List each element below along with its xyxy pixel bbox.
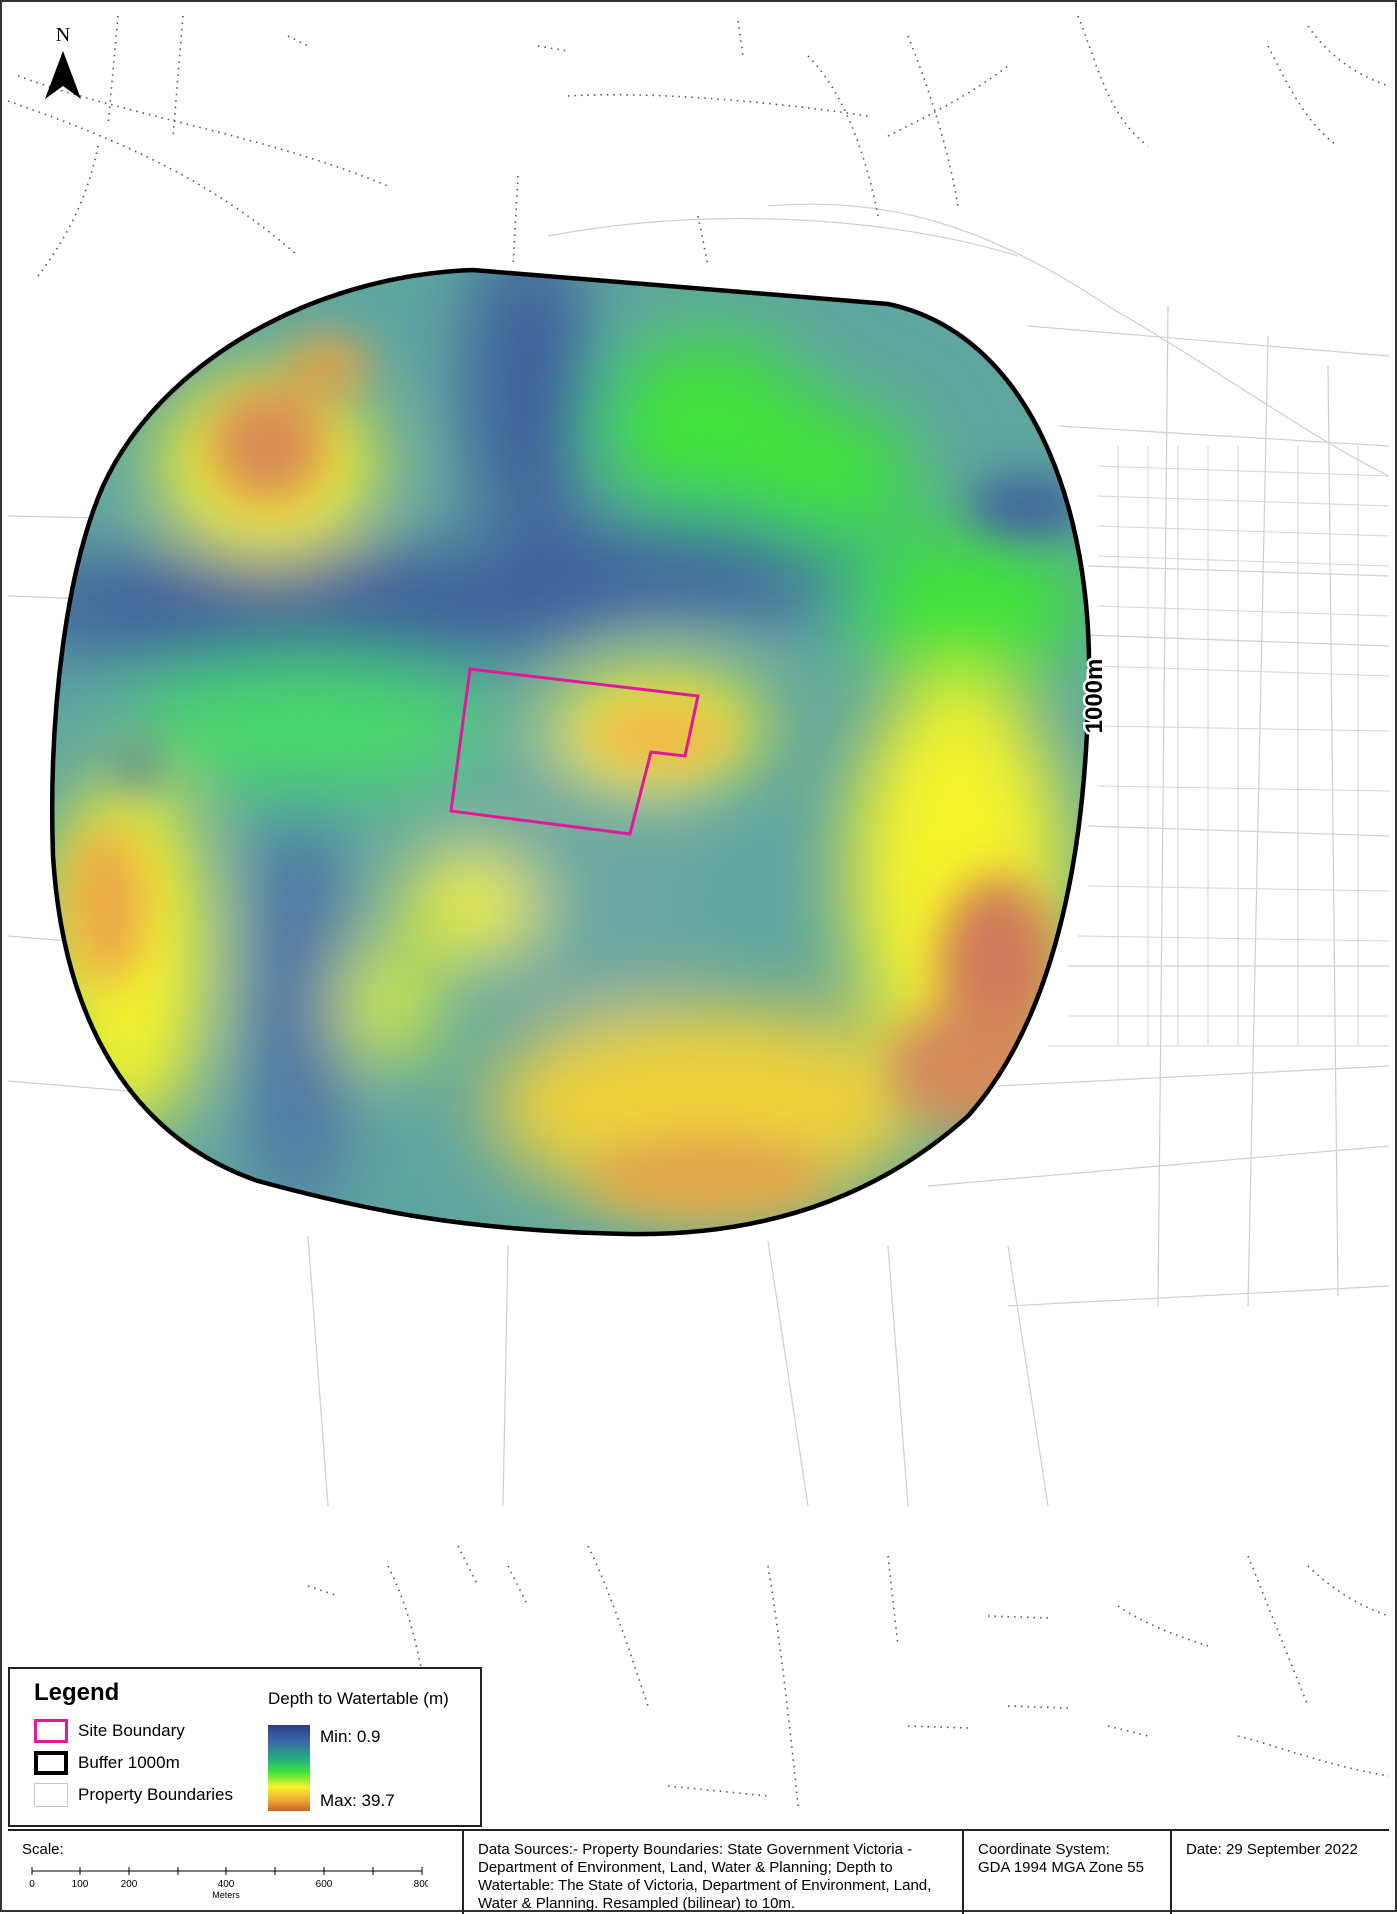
buffer-swatch bbox=[34, 1751, 68, 1775]
legend-title: Legend bbox=[34, 1679, 120, 1706]
scale-tick: 600 bbox=[316, 1879, 333, 1890]
scale-bar: 0 100 200 400 600 800 Meters bbox=[29, 1867, 428, 1900]
ramp-min-label: Min: 0.9 bbox=[320, 1727, 381, 1746]
map-canvas[interactable]: 1000m N bbox=[8, 6, 1389, 1830]
urban-parcels bbox=[1048, 446, 1389, 1047]
info-bar: Scale: 0 100 200 400 600 800 Meters Data… bbox=[8, 1829, 1389, 1914]
north-label: N bbox=[56, 24, 70, 46]
coordinate-value: GDA 1994 MGA Zone 55 bbox=[978, 1859, 1144, 1876]
coordinate-label: Coordinate System: bbox=[978, 1841, 1110, 1858]
data-sources: Data Sources:- Property Boundaries: Stat… bbox=[464, 1831, 964, 1914]
buffer-label: 1000m bbox=[1081, 659, 1108, 734]
buffer-1000m-outline[interactable] bbox=[49, 267, 1092, 1237]
ramp-max-label: Max: 39.7 bbox=[320, 1791, 395, 1810]
scale-tick: 100 bbox=[72, 1879, 89, 1890]
scale-cell: Scale: 0 100 200 400 600 800 Meters bbox=[8, 1831, 464, 1914]
north-arrow: N bbox=[45, 24, 81, 99]
legend-item-site-boundary: Site Boundary bbox=[34, 1719, 185, 1743]
property-swatch bbox=[34, 1783, 68, 1807]
property-boundaries bbox=[8, 203, 1389, 1507]
depth-ramp-title: Depth to Watertable (m) bbox=[268, 1689, 449, 1708]
scale-tick: 800 bbox=[414, 1879, 428, 1890]
legend-label: Site Boundary bbox=[78, 1721, 185, 1740]
coordinate-system: Coordinate System: GDA 1994 MGA Zone 55 bbox=[964, 1831, 1172, 1914]
legend-item-property-boundaries: Property Boundaries bbox=[34, 1783, 233, 1807]
scale-tick: 0 bbox=[29, 1879, 35, 1890]
legend-item-buffer: Buffer 1000m bbox=[34, 1751, 180, 1775]
legend-label: Property Boundaries bbox=[78, 1785, 233, 1804]
map-date: Date: 29 September 2022 bbox=[1186, 1841, 1358, 1858]
legend-label: Buffer 1000m bbox=[78, 1753, 180, 1772]
depth-color-ramp bbox=[268, 1725, 310, 1811]
scale-tick: 400 bbox=[218, 1879, 235, 1890]
legend-panel: Legend Site Boundary Buffer 1000m Proper… bbox=[8, 1667, 482, 1827]
depth-raster bbox=[52, 270, 1090, 1235]
scale-units: Meters bbox=[212, 1890, 240, 1900]
tracks bbox=[8, 15, 1389, 1807]
scale-tick: 200 bbox=[121, 1879, 138, 1890]
site-boundary-swatch bbox=[34, 1719, 68, 1743]
scale-label: Scale: bbox=[22, 1841, 64, 1858]
site-boundary[interactable] bbox=[449, 667, 700, 836]
